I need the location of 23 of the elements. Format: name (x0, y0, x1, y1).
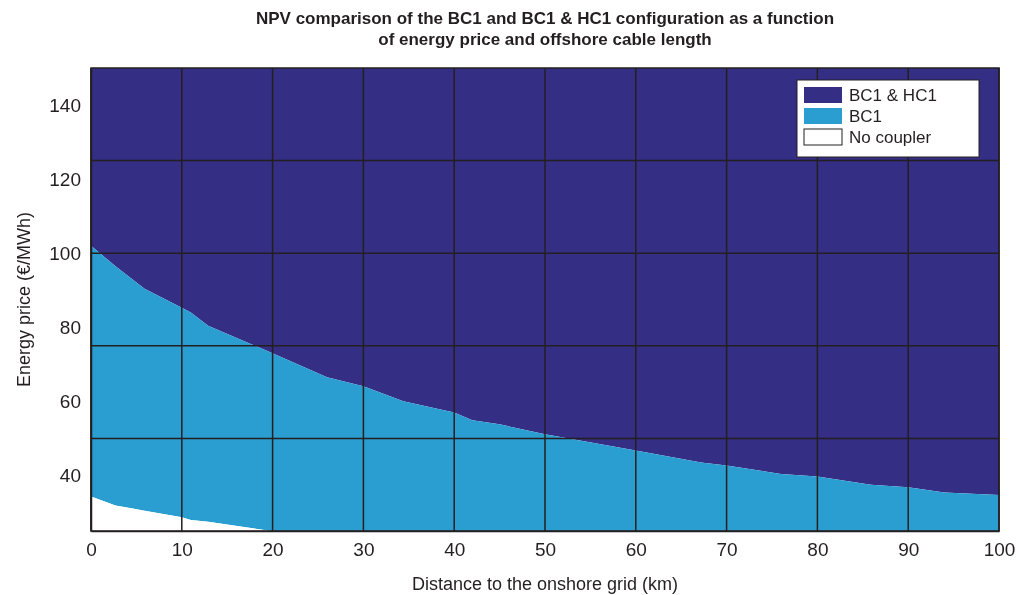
y-tick-label: 100 (49, 242, 81, 264)
x-tick-label: 20 (262, 539, 284, 561)
x-tick-label: 50 (534, 539, 557, 561)
y-tick-label: 40 (59, 465, 81, 487)
x-tick-label: 70 (716, 539, 738, 561)
y-tick-label: 140 (49, 94, 81, 116)
chart-title: NPV comparison of the BC1 and BC1 & HC1 configuration as a function of energy price and offshore cable length (255, 9, 835, 49)
x-tick-label: 60 (625, 539, 647, 561)
y-tick-label: 80 (59, 316, 81, 338)
x-tick-label: 30 (353, 539, 375, 561)
x-tick-label: 0 (86, 539, 97, 561)
y-tick-label: 60 (59, 390, 81, 412)
legend-label: BC1 & HC1 (849, 86, 937, 105)
x-axis-title: Distance to the onshore grid (km) (411, 574, 679, 594)
x-tick-label: 90 (898, 539, 920, 561)
x-tick-label: 100 (983, 539, 1016, 561)
x-tick-label: 40 (444, 539, 466, 561)
y-tick-label: 120 (49, 168, 81, 190)
y-axis-title: Energy price (€/MWh) (14, 211, 34, 388)
legend-label: BC1 (849, 107, 883, 126)
x-tick-label: 10 (171, 539, 193, 561)
legend-label: No coupler (849, 128, 932, 147)
x-tick-label: 80 (807, 539, 829, 561)
